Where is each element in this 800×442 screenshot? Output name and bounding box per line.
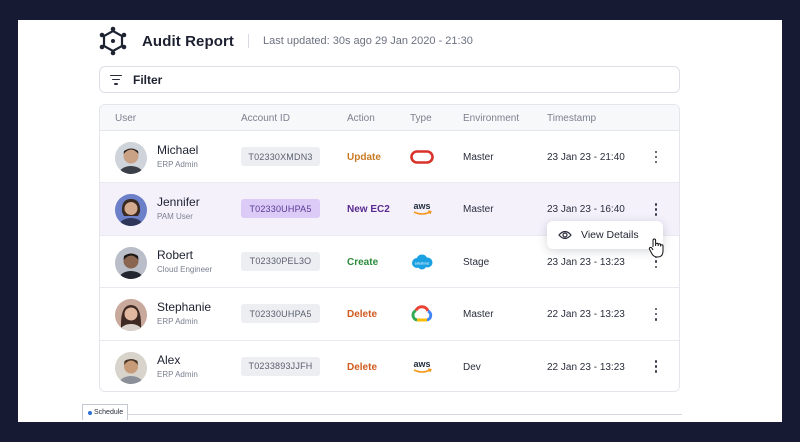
column-header-user[interactable]: User: [115, 113, 137, 124]
timestamp-label: 22 Jan 23 - 13:23: [547, 309, 625, 321]
avatar: [115, 351, 147, 384]
table-header: User Account ID Action Type Environment …: [100, 105, 679, 131]
account-id-badge: T0233893JJFH: [241, 356, 320, 376]
environment-label: Stage: [463, 256, 490, 268]
svg-text:aws: aws: [413, 359, 430, 369]
column-header-timestamp[interactable]: Timestamp: [547, 113, 597, 124]
page-header: Audit Report Last updated: 30s ago 29 Ja…: [98, 26, 473, 56]
avatar: [115, 142, 147, 174]
oracle-icon: [408, 145, 436, 169]
action-label: New EC2: [347, 204, 390, 216]
app-frame: Audit Report Last updated: 30s ago 29 Ja…: [18, 20, 782, 422]
user-name: Robert: [157, 247, 194, 262]
page-title: Audit Report: [142, 32, 235, 50]
user-name: Stephanie: [157, 300, 212, 315]
timestamp-label: 23 Jan 23 - 13:23: [547, 256, 625, 268]
action-label: Create: [347, 256, 379, 268]
user-role: Cloud Engineer: [157, 264, 213, 274]
column-header-type[interactable]: Type: [410, 113, 432, 124]
svg-text:salesforce: salesforce: [415, 261, 430, 265]
action-label: Update: [347, 152, 381, 163]
hand-cursor-icon: [648, 238, 664, 258]
audit-table: User Account ID Action Type Environment …: [99, 104, 680, 392]
timestamp-label: 23 Jan 23 - 21:40: [547, 152, 625, 163]
aws-icon: aws: [408, 197, 436, 221]
user-role: ERP Admin: [157, 369, 198, 379]
account-id-badge: T02330UHPA5: [241, 199, 320, 219]
action-label: Delete: [347, 309, 378, 321]
table-row[interactable]: Robert Cloud Engineer T02330PEL3O Create…: [100, 236, 679, 289]
timestamp-label: 22 Jan 23 - 13:23: [547, 361, 625, 373]
salesforce-icon: salesforce: [408, 250, 436, 274]
column-header-action[interactable]: Action: [347, 113, 375, 124]
user-role: ERP Admin: [157, 160, 198, 169]
user-name: Michael: [157, 143, 199, 157]
table-row[interactable]: Michael ERP Admin T02330XMDN3 Update Mas…: [100, 131, 679, 184]
environment-label: Master: [463, 309, 494, 321]
app-logo-icon: [99, 26, 127, 56]
bottom-divider: [82, 414, 682, 415]
environment-label: Master: [463, 204, 494, 216]
environment-label: Dev: [463, 361, 481, 373]
more-options-icon[interactable]: [648, 147, 664, 167]
google-cloud-icon: [408, 302, 436, 326]
filter-icon: [110, 74, 122, 85]
user-name: Jennifer: [157, 195, 200, 210]
eye-icon: [558, 230, 572, 240]
account-id-badge: T02330XMDN3: [241, 147, 320, 166]
filter-bar[interactable]: Filter: [99, 66, 680, 93]
filter-label: Filter: [133, 72, 163, 87]
avatar: [115, 299, 147, 332]
avatar: [115, 246, 147, 279]
more-options-icon[interactable]: [648, 199, 664, 219]
schedule-tab-label: Schedule: [94, 409, 124, 416]
user-role: PAM User: [157, 212, 193, 222]
svg-text:aws: aws: [413, 201, 430, 211]
aws-icon: aws: [408, 355, 436, 379]
table-row[interactable]: Alex ERP Admin T0233893JJFH Delete aws D…: [100, 341, 679, 391]
more-options-icon[interactable]: [648, 304, 664, 324]
user-name: Alex: [157, 352, 181, 367]
table-row[interactable]: Stephanie ERP Admin T02330UHPA5 Delete M…: [100, 288, 679, 341]
environment-label: Master: [463, 152, 494, 163]
header-divider: [248, 34, 250, 48]
column-header-account-id[interactable]: Account ID: [241, 113, 290, 124]
schedule-tab[interactable]: Schedule: [82, 404, 129, 420]
action-label: Delete: [347, 361, 378, 373]
account-id-badge: T02330UHPA5: [241, 304, 320, 324]
more-options-icon[interactable]: [648, 357, 664, 377]
schedule-tab-icon: [88, 410, 92, 415]
avatar: [115, 194, 147, 227]
view-details-label: View Details: [581, 229, 639, 241]
column-header-environment[interactable]: Environment: [463, 113, 520, 124]
timestamp-label: 23 Jan 23 - 16:40: [547, 204, 625, 216]
last-updated-text: Last updated: 30s ago 29 Jan 2020 - 21:3…: [263, 35, 473, 47]
account-id-badge: T02330PEL3O: [241, 251, 320, 271]
view-details-menu-item[interactable]: View Details: [547, 221, 663, 249]
user-role: ERP Admin: [157, 317, 198, 327]
